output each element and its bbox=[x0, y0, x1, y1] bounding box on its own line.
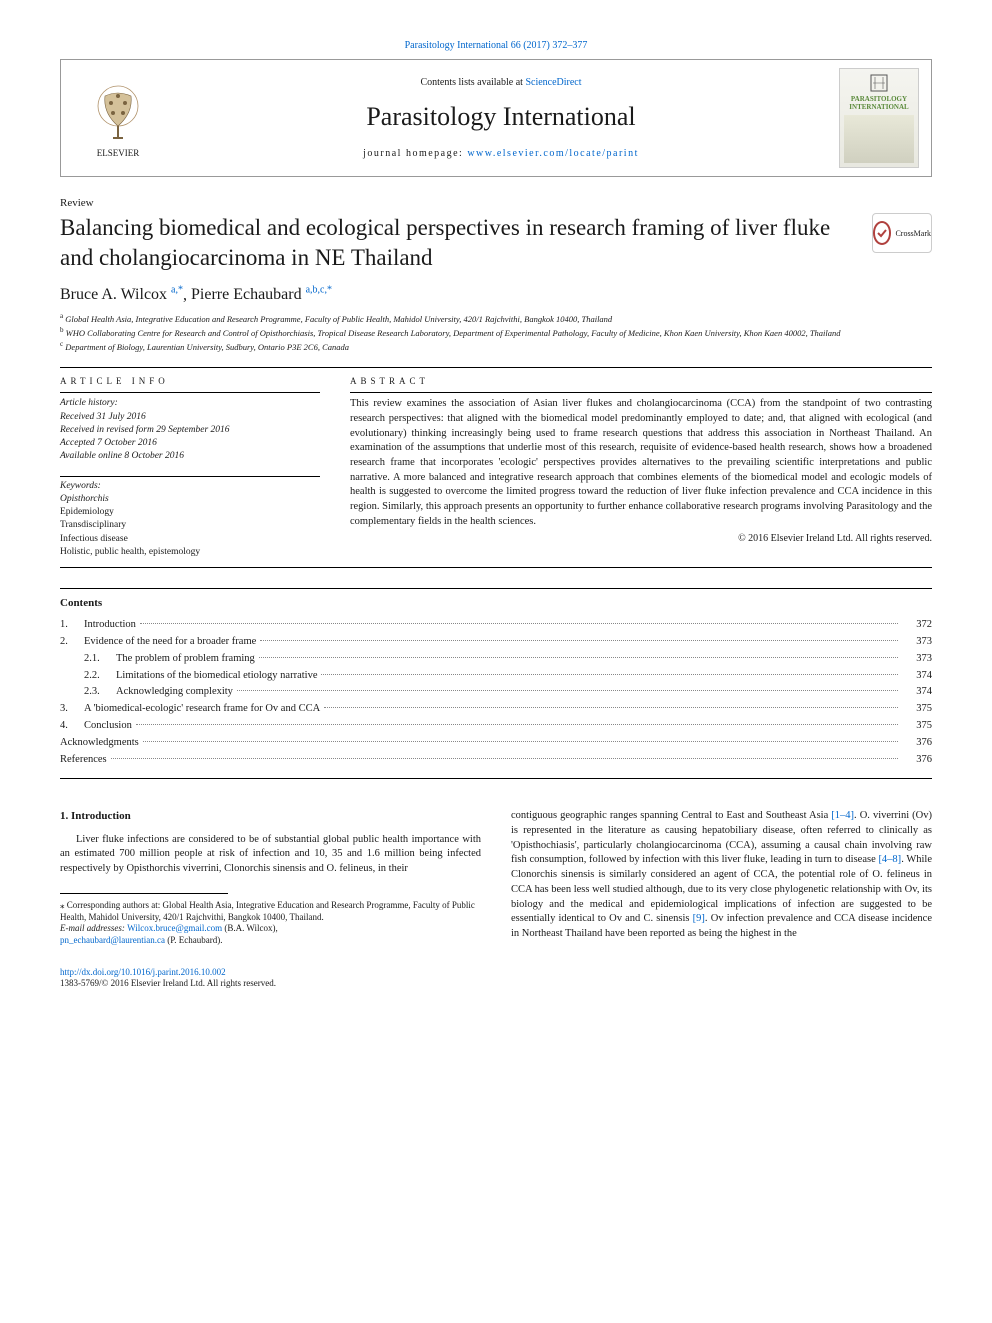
body-column-right: contiguous geographic ranges spanning Ce… bbox=[511, 809, 932, 946]
divider bbox=[60, 567, 932, 568]
toc-row[interactable]: 2.3.Acknowledging complexity374 bbox=[60, 684, 932, 701]
toc-row[interactable]: 2.2.Limitations of the biomedical etiolo… bbox=[60, 668, 932, 685]
ref-link[interactable]: [9] bbox=[693, 913, 705, 924]
table-of-contents: Contents 1.Introduction3722.Evidence of … bbox=[60, 588, 932, 779]
crossmark-icon bbox=[873, 221, 891, 245]
citation-link[interactable]: Parasitology International 66 (2017) 372… bbox=[405, 40, 588, 51]
article-title: Balancing biomedical and ecological pers… bbox=[60, 213, 872, 273]
authors-line: Bruce A. Wilcox a,*, Pierre Echaubard a,… bbox=[60, 285, 932, 304]
section-1-heading: 1. Introduction bbox=[60, 809, 481, 824]
keyword: Opisthorchis bbox=[60, 493, 320, 506]
keyword: Transdisciplinary bbox=[60, 519, 320, 532]
article-info-block: ARTICLE INFO Article history: Received 3… bbox=[60, 376, 320, 559]
author-2: Pierre Echaubard a,b,c,* bbox=[191, 286, 332, 303]
divider bbox=[350, 392, 932, 393]
history-accepted: Accepted 7 October 2016 bbox=[60, 437, 320, 450]
abstract-block: ABSTRACT This review examines the associ… bbox=[350, 376, 932, 559]
citation-header: Parasitology International 66 (2017) 372… bbox=[60, 40, 932, 51]
abstract-copyright: © 2016 Elsevier Ireland Ltd. All rights … bbox=[350, 533, 932, 544]
author-1: Bruce A. Wilcox a,* bbox=[60, 286, 183, 303]
history-label: Article history: bbox=[60, 397, 320, 410]
crossmark-label: CrossMark bbox=[895, 229, 931, 238]
author-2-affil-link[interactable]: a,b,c,* bbox=[306, 285, 332, 296]
journal-header-box: ELSEVIER Contents lists available at Sci… bbox=[60, 59, 932, 177]
journal-homepage-line: journal homepage: www.elsevier.com/locat… bbox=[163, 148, 839, 159]
elsevier-text: ELSEVIER bbox=[97, 148, 140, 158]
history-revised: Received in revised form 29 September 20… bbox=[60, 424, 320, 437]
ref-link[interactable]: [1–4] bbox=[831, 810, 854, 821]
abstract-heading: ABSTRACT bbox=[350, 376, 932, 386]
crossmark-badge[interactable]: CrossMark bbox=[872, 213, 932, 253]
journal-homepage-link[interactable]: www.elsevier.com/locate/parint bbox=[467, 148, 639, 159]
divider bbox=[60, 367, 932, 368]
affiliation-b: b WHO Collaborating Centre for Research … bbox=[60, 326, 932, 340]
history-online: Available online 8 October 2016 bbox=[60, 450, 320, 463]
toc-row[interactable]: 2.1.The problem of problem framing373 bbox=[60, 651, 932, 668]
keywords-list: Opisthorchis Epidemiology Transdisciplin… bbox=[60, 493, 320, 559]
keyword: Holistic, public health, epistemology bbox=[60, 546, 320, 559]
author-1-affil-link[interactable]: a,* bbox=[171, 285, 183, 296]
corresponding-author-footnote: ⁎ Corresponding authors at: Global Healt… bbox=[60, 900, 481, 947]
abstract-text: This review examines the association of … bbox=[350, 397, 932, 529]
toc-row[interactable]: 1.Introduction372 bbox=[60, 617, 932, 634]
divider bbox=[60, 778, 932, 779]
keyword: Infectious disease bbox=[60, 533, 320, 546]
sciencedirect-link[interactable]: ScienceDirect bbox=[525, 77, 581, 88]
keywords-label: Keywords: bbox=[60, 481, 320, 491]
email-link-2[interactable]: pn_echaubard@laurentian.ca bbox=[60, 935, 165, 945]
history-received: Received 31 July 2016 bbox=[60, 411, 320, 424]
toc-row[interactable]: 3.A 'biomedical-ecologic' research frame… bbox=[60, 701, 932, 718]
article-type: Review bbox=[60, 197, 932, 209]
divider bbox=[60, 392, 320, 393]
toc-row[interactable]: Acknowledgments376 bbox=[60, 735, 932, 752]
affiliation-c: c Department of Biology, Laurentian Univ… bbox=[60, 340, 932, 354]
elsevier-logo: ELSEVIER bbox=[73, 68, 163, 168]
contents-available-line: Contents lists available at ScienceDirec… bbox=[163, 77, 839, 88]
article-info-heading: ARTICLE INFO bbox=[60, 376, 320, 386]
keyword: Epidemiology bbox=[60, 506, 320, 519]
email-link-1[interactable]: Wilcox.bruce@gmail.com bbox=[127, 923, 222, 933]
toc-heading: Contents bbox=[60, 597, 932, 609]
ref-link[interactable]: [4–8] bbox=[878, 854, 901, 865]
journal-cover-thumbnail: PARASITOLOGY INTERNATIONAL bbox=[839, 68, 919, 168]
issn-copyright: 1383-5769/© 2016 Elsevier Ireland Ltd. A… bbox=[60, 978, 932, 990]
intro-paragraph-1-cont: contiguous geographic ranges spanning Ce… bbox=[511, 809, 932, 941]
intro-paragraph-1: Liver fluke infections are considered to… bbox=[60, 833, 481, 877]
divider bbox=[60, 476, 320, 477]
divider bbox=[60, 588, 932, 589]
toc-row[interactable]: References376 bbox=[60, 752, 932, 769]
body-column-left: 1. Introduction Liver fluke infections a… bbox=[60, 809, 481, 946]
affiliations: a Global Health Asia, Integrative Educat… bbox=[60, 312, 932, 353]
footnote-separator bbox=[60, 893, 228, 894]
toc-row[interactable]: 4.Conclusion375 bbox=[60, 718, 932, 735]
toc-row[interactable]: 2.Evidence of the need for a broader fra… bbox=[60, 634, 932, 651]
elsevier-tree-icon bbox=[83, 78, 153, 148]
affiliation-a: a Global Health Asia, Integrative Educat… bbox=[60, 312, 932, 326]
page-footer: http://dx.doi.org/10.1016/j.parint.2016.… bbox=[60, 967, 932, 990]
journal-name: Parasitology International bbox=[163, 102, 839, 132]
cover-emblem-icon bbox=[869, 73, 889, 93]
doi-link[interactable]: http://dx.doi.org/10.1016/j.parint.2016.… bbox=[60, 967, 226, 977]
